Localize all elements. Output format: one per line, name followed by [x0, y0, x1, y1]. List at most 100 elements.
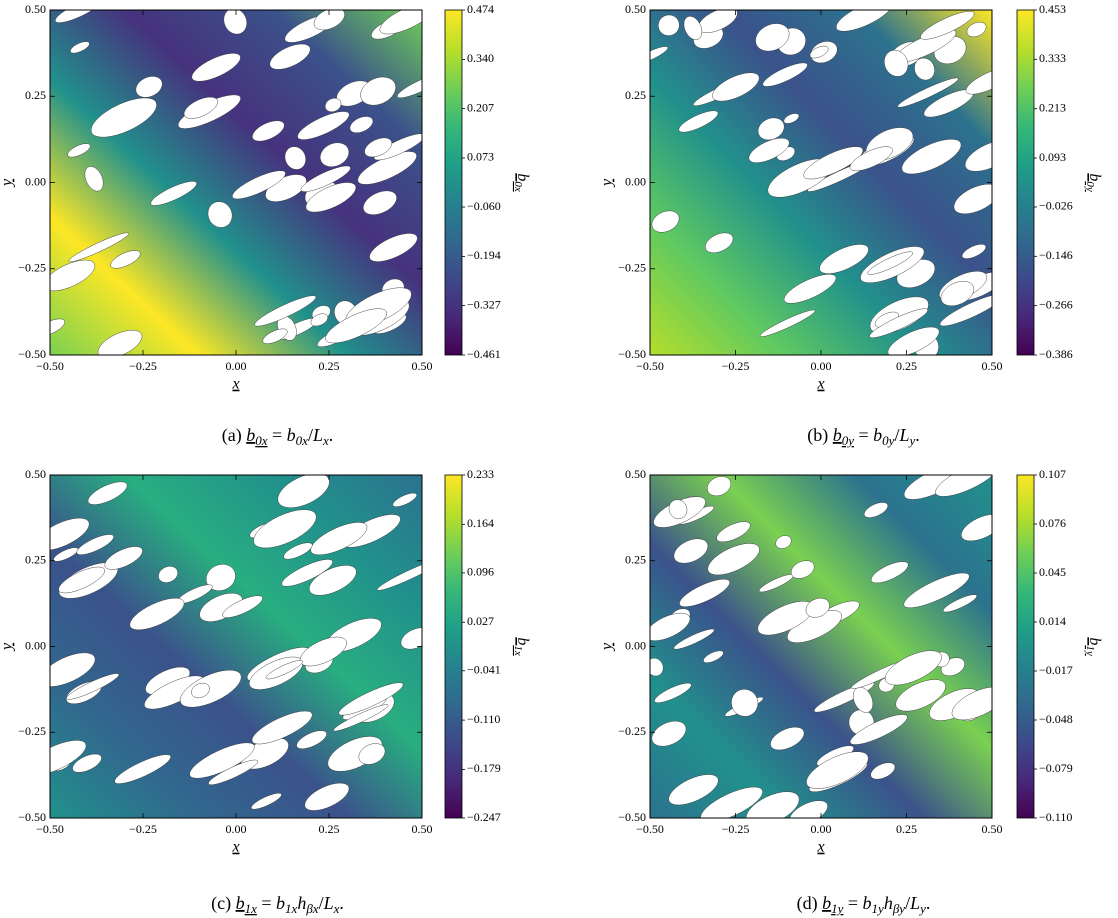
void [914, 57, 935, 81]
colorbar-tick-label: −0.060 [467, 199, 501, 213]
y-tick-label: 0.25 [625, 88, 646, 102]
void [191, 53, 241, 82]
x-tick-label: 0.25 [896, 822, 917, 836]
caption-sub: 0y [882, 433, 895, 448]
field [50, 475, 422, 818]
caption-sub: 0x [296, 433, 309, 448]
colorbar-tick-label: −0.327 [467, 297, 501, 311]
colorbar-label-base: b [1086, 637, 1103, 645]
void [703, 650, 724, 663]
void [392, 492, 417, 507]
void [87, 481, 128, 505]
void [150, 181, 197, 206]
void [363, 190, 397, 215]
caption-text: . [926, 893, 931, 913]
y-tick-label: −0.50 [618, 347, 646, 361]
void [961, 244, 987, 259]
void [223, 10, 248, 35]
void [940, 281, 975, 307]
void [377, 558, 422, 591]
void [67, 143, 91, 158]
void [716, 521, 751, 543]
caption-segment: b1y​ [863, 893, 885, 916]
void [58, 566, 105, 594]
caption-sub: x [333, 901, 340, 916]
void [920, 11, 975, 40]
caption-text: h [297, 893, 306, 913]
void [283, 542, 313, 560]
void [135, 76, 163, 98]
caption: (c) b1x​ = b1x​hβx​/Lx​. [211, 893, 344, 916]
y-axis-label: y [0, 642, 16, 652]
void [867, 251, 913, 275]
void [310, 522, 368, 556]
field [50, 10, 422, 355]
colorbar-tick-label: 0.474 [467, 2, 494, 16]
void [806, 751, 869, 789]
x-tick-label: 0.50 [982, 822, 1003, 836]
caption-segment: Lx​ [323, 893, 340, 916]
field [650, 475, 992, 818]
void [887, 326, 940, 355]
x-tick-label: −0.25 [129, 822, 157, 836]
y-tick-label: 0.50 [25, 2, 46, 16]
void [731, 689, 759, 717]
void [755, 23, 790, 52]
caption-text: / [319, 893, 324, 913]
void [72, 753, 102, 773]
x-tick-label: 0.50 [982, 359, 1003, 373]
void [281, 559, 333, 587]
caption-sub: y [907, 433, 915, 448]
colorbar-tick-label: 0.096 [467, 565, 494, 579]
caption-sub: 1y [831, 901, 844, 916]
caption-text: L [909, 893, 920, 913]
colorbar-tick-label: 0.027 [467, 614, 494, 628]
colorbar-label: b0y [1084, 173, 1103, 192]
void [805, 597, 830, 618]
void [654, 682, 692, 703]
void [961, 514, 992, 542]
void [189, 742, 255, 779]
void [50, 259, 96, 292]
colorbar [444, 9, 463, 356]
caption-segment: (d) [797, 893, 823, 914]
caption-text: (d) [797, 893, 823, 914]
colorbar-tick-label: −0.247 [467, 810, 501, 824]
y-tick-label: −0.25 [618, 261, 646, 275]
y-tick-label: 0.50 [25, 467, 46, 481]
void [396, 73, 422, 99]
caption-text: = [843, 893, 862, 913]
y-tick-label: −0.25 [18, 724, 46, 738]
caption-segment: = [854, 425, 873, 445]
caption-text: b [246, 425, 255, 445]
void [819, 244, 869, 274]
void [658, 14, 680, 36]
caption-segment: / [905, 893, 910, 913]
colorbar-tick-label: 0.107 [1039, 467, 1066, 481]
colorbar-tick-label: −0.041 [467, 663, 501, 677]
void [790, 560, 815, 579]
caption-segment: . [329, 425, 334, 445]
y-tick-label: 0.25 [625, 553, 646, 567]
void [114, 754, 171, 784]
void [705, 232, 734, 254]
colorbar-label-sub: 1y [1084, 645, 1096, 656]
caption-segment: . [339, 893, 344, 913]
x-axis-label: x [231, 839, 239, 856]
caption-text: (a) [222, 425, 246, 446]
void [324, 97, 342, 113]
y-tick-label: −0.50 [618, 810, 646, 824]
caption-segment: / [308, 425, 313, 445]
colorbar-tick-label: 0.453 [1039, 2, 1066, 16]
y-tick-label: 0.25 [25, 553, 46, 567]
colorbar-tick-label: −0.110 [467, 712, 500, 726]
void [775, 535, 792, 549]
y-axis-label: y [599, 178, 616, 188]
void [308, 565, 357, 596]
void [783, 274, 837, 304]
panel: −0.50 −0.25 0.00 0.25 0.50 −0.50 −0.25 0.00 0.25… [599, 467, 1104, 916]
void [707, 543, 760, 576]
x-axis-label: x [816, 839, 824, 856]
caption-text: h [884, 893, 893, 913]
